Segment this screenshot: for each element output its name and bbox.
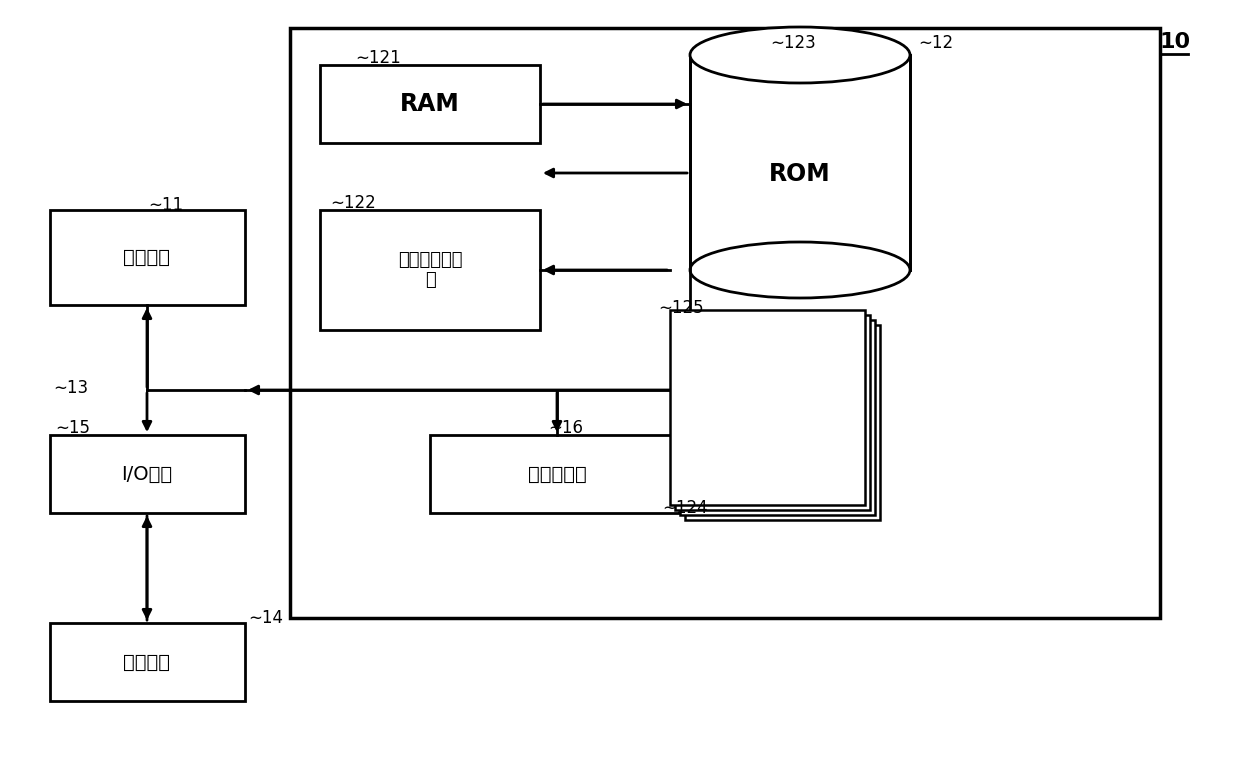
Bar bbox=[670, 310, 866, 505]
Ellipse shape bbox=[689, 242, 910, 298]
Bar bbox=[50, 623, 246, 701]
Text: 10: 10 bbox=[1159, 32, 1190, 52]
Bar bbox=[684, 325, 880, 520]
Bar bbox=[689, 55, 910, 270]
Bar bbox=[675, 315, 870, 510]
Text: ∼15: ∼15 bbox=[55, 419, 91, 437]
Bar bbox=[430, 435, 684, 513]
Text: 网络适配器: 网络适配器 bbox=[528, 464, 587, 483]
Text: ∼121: ∼121 bbox=[355, 49, 401, 67]
Bar bbox=[290, 28, 1159, 618]
Bar bbox=[50, 210, 246, 305]
Ellipse shape bbox=[689, 27, 910, 83]
Text: ∼124: ∼124 bbox=[662, 499, 708, 517]
Bar bbox=[320, 210, 539, 330]
Text: 处理单元: 处理单元 bbox=[124, 247, 171, 266]
Text: ∼125: ∼125 bbox=[658, 299, 703, 317]
Text: I/O接口: I/O接口 bbox=[122, 464, 172, 483]
Text: ∼123: ∼123 bbox=[770, 34, 816, 52]
Text: 高速缓存存储
器: 高速缓存存储 器 bbox=[398, 250, 463, 289]
Text: 外部设备: 外部设备 bbox=[124, 652, 171, 671]
Bar bbox=[320, 65, 539, 143]
Text: ∼16: ∼16 bbox=[548, 419, 583, 437]
Text: ROM: ROM bbox=[769, 162, 831, 186]
Text: ∼12: ∼12 bbox=[918, 34, 954, 52]
Text: RAM: RAM bbox=[401, 92, 460, 116]
Bar bbox=[50, 435, 246, 513]
Text: ∼13: ∼13 bbox=[53, 379, 88, 397]
Text: ∼122: ∼122 bbox=[330, 194, 376, 212]
Text: ∼14: ∼14 bbox=[248, 609, 283, 627]
Text: ∼11: ∼11 bbox=[148, 196, 184, 214]
Bar bbox=[680, 320, 875, 515]
